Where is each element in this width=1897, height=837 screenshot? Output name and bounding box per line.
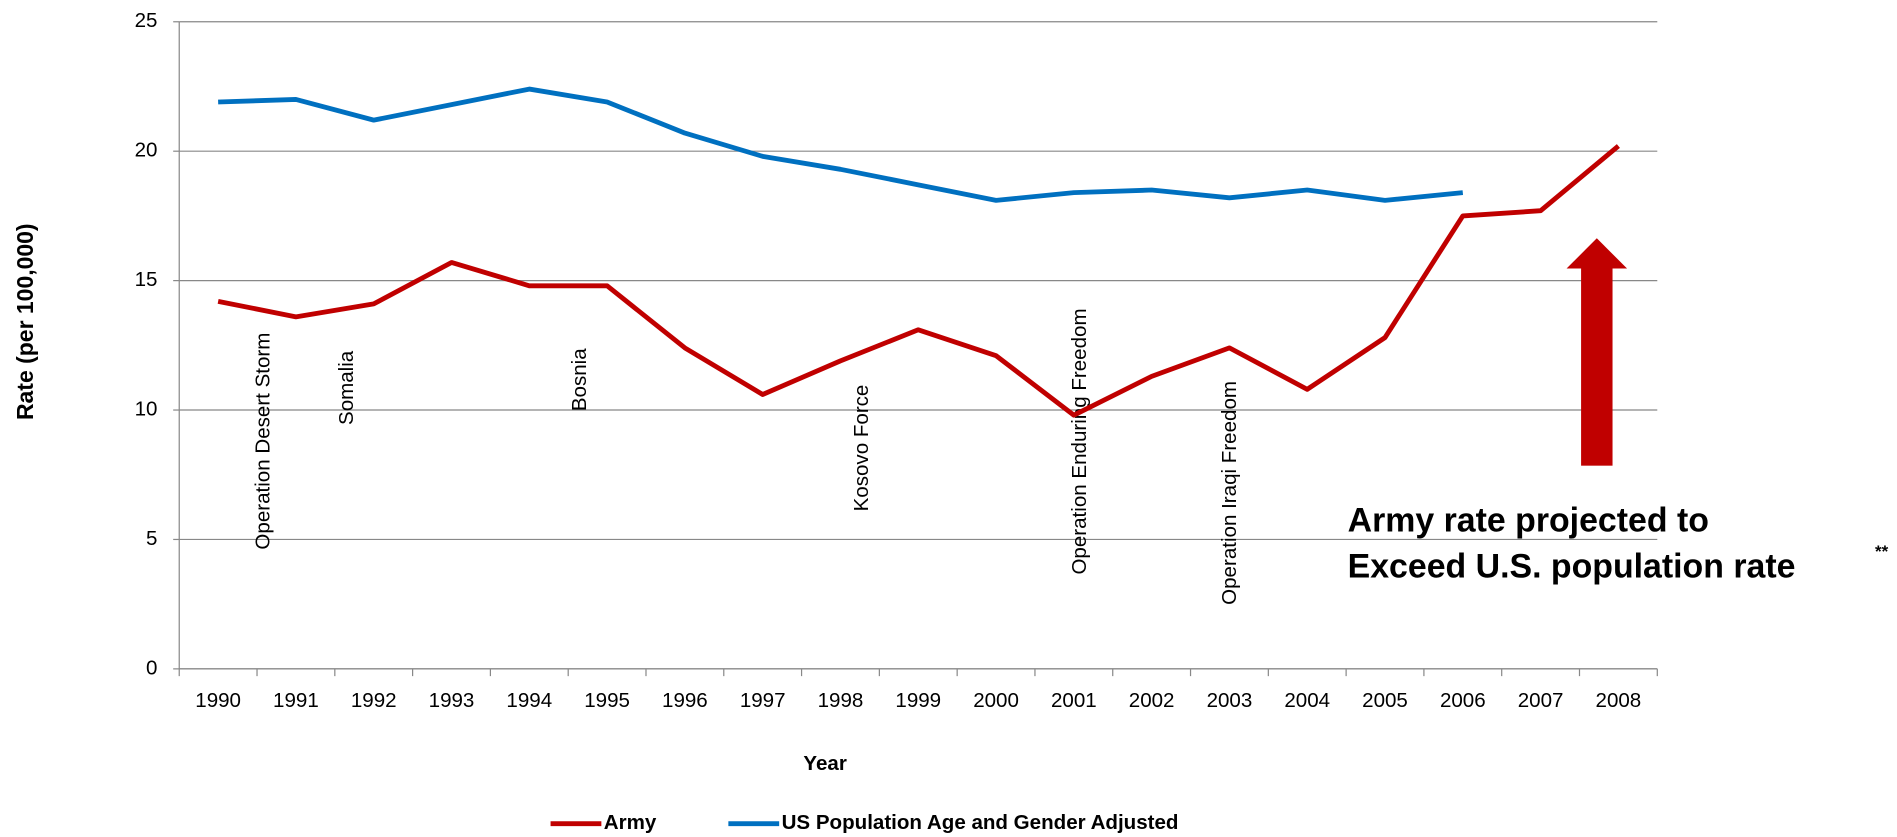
y-tick-label: 0 bbox=[146, 656, 157, 679]
x-tick-label: 2008 bbox=[1596, 689, 1642, 712]
x-tick-label: 1998 bbox=[818, 689, 864, 712]
x-tick-label: 2002 bbox=[1129, 689, 1175, 712]
x-tick-label: 1993 bbox=[429, 689, 475, 712]
x-tick-label: 1996 bbox=[662, 689, 708, 712]
x-tick-label: 1995 bbox=[584, 689, 630, 712]
x-tick-label: 2000 bbox=[973, 689, 1019, 712]
event-annotation: Operation Iraqi Freedom bbox=[1218, 381, 1241, 605]
x-tick-label: 1992 bbox=[351, 689, 397, 712]
y-tick-label: 20 bbox=[135, 139, 158, 162]
callout-text: Army rate projected to bbox=[1348, 501, 1709, 539]
x-tick-label: 2005 bbox=[1362, 689, 1408, 712]
series-line bbox=[217, 144, 1620, 418]
x-tick-label: 1999 bbox=[895, 689, 941, 712]
x-tick-label: 1991 bbox=[273, 689, 319, 712]
legend-label: Army bbox=[604, 811, 657, 834]
y-tick-label: 10 bbox=[135, 397, 158, 420]
x-axis-title: Year bbox=[803, 752, 846, 775]
x-tick-label: 2003 bbox=[1207, 689, 1253, 712]
x-tick-label: 2006 bbox=[1440, 689, 1486, 712]
event-annotation: Bosnia bbox=[568, 348, 591, 411]
y-tick-label: 25 bbox=[135, 9, 158, 32]
event-annotation: Operation Desert Storm bbox=[251, 333, 274, 550]
callout-arrow-shaft bbox=[1581, 266, 1613, 466]
series-line bbox=[218, 86, 1464, 203]
x-tick-label: 2007 bbox=[1518, 689, 1564, 712]
legend-label: US Population Age and Gender Adjusted bbox=[782, 811, 1179, 834]
callout-superscript: ** bbox=[1875, 542, 1889, 561]
x-tick-label: 2004 bbox=[1284, 689, 1330, 712]
x-tick-label: 2001 bbox=[1051, 689, 1097, 712]
x-tick-label: 1994 bbox=[506, 689, 552, 712]
x-tick-label: 1990 bbox=[195, 689, 241, 712]
x-tick-label: 1997 bbox=[740, 689, 786, 712]
y-axis-title: Rate (per 100,000) bbox=[12, 223, 38, 420]
event-annotation: Operation Enduring Freedom bbox=[1068, 308, 1091, 574]
event-annotation: Kosovo Force bbox=[850, 385, 873, 512]
y-tick-label: 5 bbox=[146, 527, 157, 550]
callout-text: Exceed U.S. population rate bbox=[1348, 547, 1796, 585]
callout-arrow-head bbox=[1566, 238, 1628, 269]
y-tick-label: 15 bbox=[135, 268, 158, 291]
event-annotation: Somalia bbox=[335, 350, 358, 425]
